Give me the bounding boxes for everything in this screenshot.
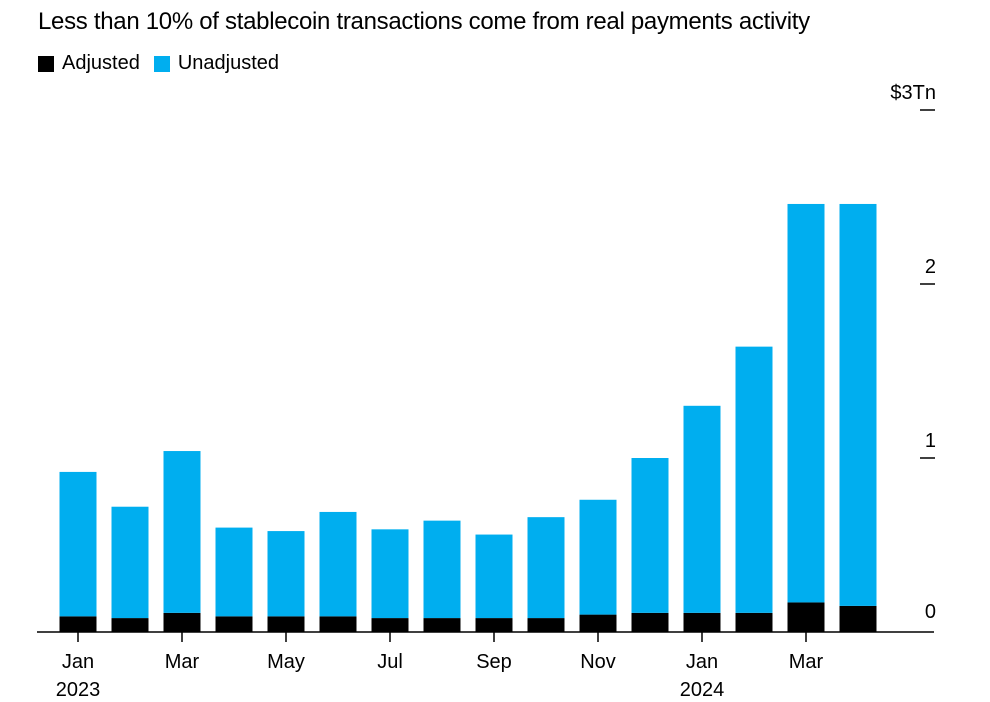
bar-unadjusted-2023-01 — [59, 471, 97, 617]
bar-unadjusted-2024-03 — [787, 203, 825, 603]
bar-unadjusted-2023-12 — [631, 458, 669, 613]
bar-adjusted-2023-05 — [267, 616, 305, 632]
bar-adjusted-2023-07 — [371, 618, 409, 632]
legend-swatch-unadjusted — [153, 55, 170, 72]
bar-unadjusted-2023-10 — [527, 517, 565, 619]
x-tick-label-8: Sep — [476, 651, 512, 673]
bar-adjusted-2023-01 — [59, 616, 97, 632]
bar-unadjusted-2023-08 — [423, 520, 461, 619]
bar-adjusted-2023-04 — [215, 616, 253, 632]
legend-swatch-adjusted — [38, 55, 54, 72]
x-tick-label-2: Mar — [165, 651, 200, 673]
x-tick-sublabel-0: 2023 — [56, 679, 101, 701]
bar-unadjusted-2023-04 — [215, 527, 253, 617]
chart-title: Less than 10% of stablecoin transactions… — [38, 8, 810, 35]
bar-unadjusted-2023-05 — [267, 531, 305, 617]
bar-unadjusted-2023-06 — [319, 511, 357, 617]
bar-unadjusted-2023-11 — [579, 499, 617, 615]
bar-unadjusted-2023-02 — [111, 506, 149, 619]
bar-adjusted-2024-01 — [683, 612, 721, 632]
y-tick-label-3: $3Tn — [890, 82, 936, 104]
bar-adjusted-2023-12 — [631, 612, 669, 632]
bar-adjusted-2024-02 — [735, 612, 773, 632]
y-tick-label-2: 2 — [925, 256, 936, 278]
bar-unadjusted-2023-07 — [371, 529, 409, 619]
x-axis: Jan 2023 Mar May Jul Sep Nov Jan 2024 Mar — [56, 632, 824, 701]
x-tick-label-12: Jan — [686, 651, 718, 673]
x-tick-label-4: May — [267, 651, 305, 673]
bar-unadjusted-2023-03 — [163, 451, 201, 613]
legend-item-adjusted: Adjusted — [38, 52, 140, 75]
bar-adjusted-2024-04 — [839, 605, 877, 632]
bar-unadjusted-2024-02 — [735, 346, 773, 613]
y-axis: 0 1 2 $3Tn — [890, 82, 936, 623]
bar-unadjusted-2024-04 — [839, 203, 877, 606]
x-tick-label-0: Jan — [62, 651, 94, 673]
bar-unadjusted-2024-01 — [683, 405, 721, 613]
x-tick-label-10: Nov — [580, 651, 616, 673]
legend-item-unadjusted: Unadjusted — [153, 52, 280, 75]
x-tick-label-14: Mar — [789, 651, 824, 673]
bar-unadjusted-2023-09 — [475, 534, 513, 619]
y-tick-label-1: 1 — [925, 430, 936, 452]
legend-label-unadjusted: Unadjusted — [177, 52, 280, 74]
y-tick-label-0: 0 — [925, 601, 936, 623]
x-tick-sublabel-12: 2024 — [680, 679, 725, 701]
legend-label-adjusted: Adjusted — [62, 52, 140, 74]
bar-adjusted-2023-08 — [423, 618, 461, 632]
bar-adjusted-2023-11 — [579, 614, 617, 632]
bar-adjusted-2023-09 — [475, 618, 513, 632]
bars-group — [59, 203, 877, 632]
bar-adjusted-2023-02 — [111, 618, 149, 632]
bar-adjusted-2023-03 — [163, 612, 201, 632]
x-tick-label-6: Jul — [377, 651, 403, 673]
bar-adjusted-2023-06 — [319, 616, 357, 632]
legend: Adjusted Unadjusted — [38, 52, 293, 75]
bar-adjusted-2024-03 — [787, 602, 825, 632]
bar-adjusted-2023-10 — [527, 618, 565, 632]
